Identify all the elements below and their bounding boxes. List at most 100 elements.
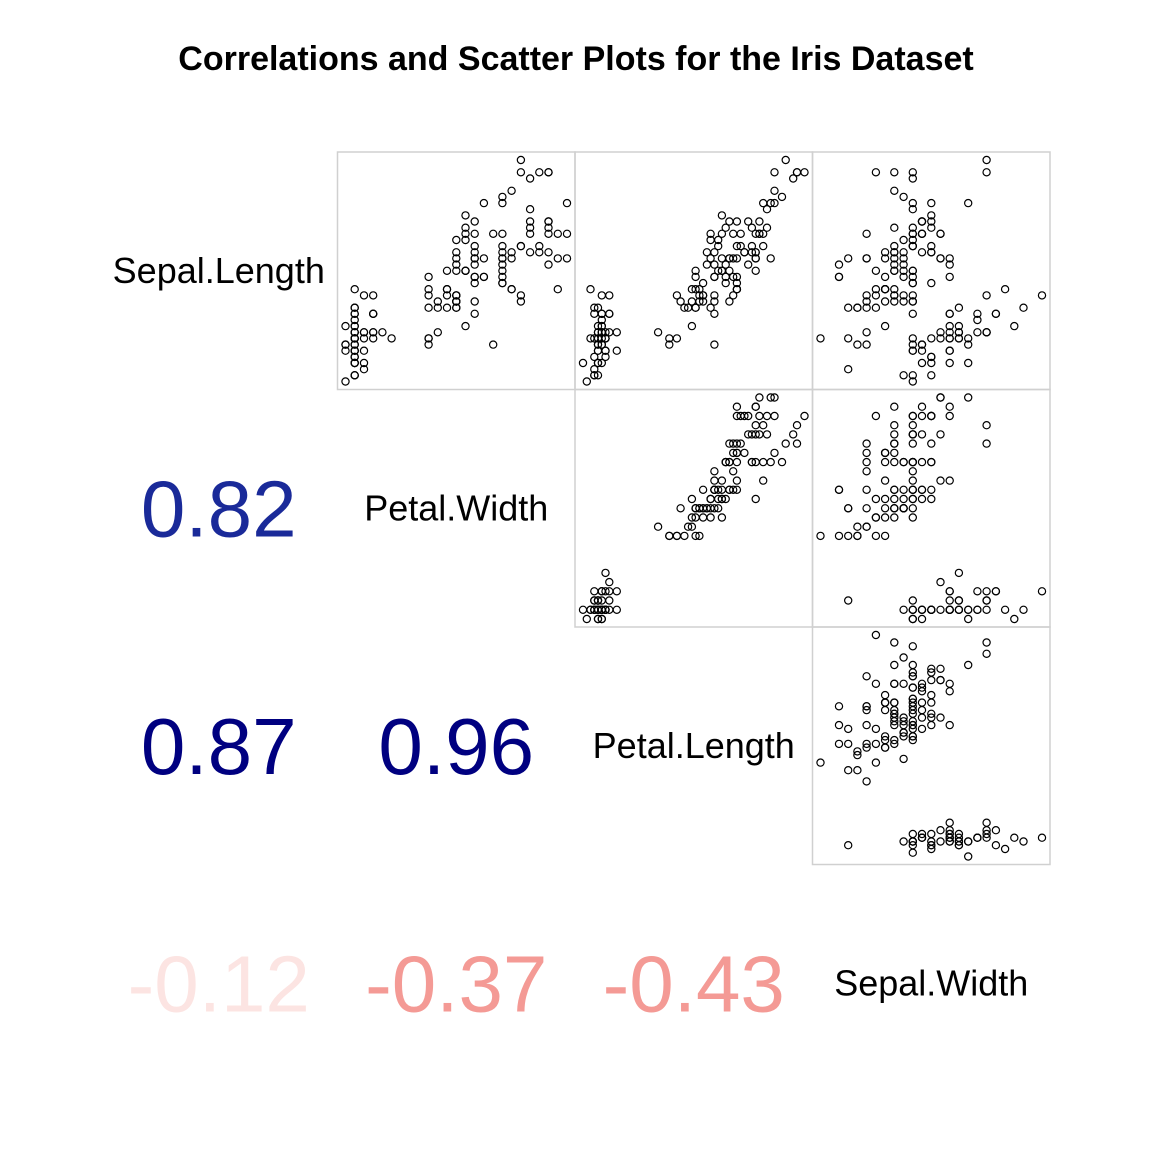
data-point xyxy=(982,596,991,605)
data-point xyxy=(908,720,918,730)
data-point xyxy=(732,402,742,411)
data-point xyxy=(871,285,881,294)
data-point xyxy=(908,346,918,355)
diagonal-label-petal-width: Petal.Width xyxy=(364,487,548,528)
diagonal-label-petal-length: Petal.Length xyxy=(593,725,795,766)
data-point xyxy=(908,168,918,177)
data-point xyxy=(706,254,715,263)
data-point xyxy=(880,285,890,294)
data-point xyxy=(862,672,871,681)
data-point xyxy=(590,303,599,312)
data-point xyxy=(871,291,881,300)
data-point xyxy=(871,758,881,767)
data-point xyxy=(1019,605,1028,615)
data-point xyxy=(593,334,603,343)
data-point xyxy=(945,837,954,846)
data-point xyxy=(605,291,614,300)
data-point xyxy=(862,720,871,730)
data-point xyxy=(442,266,452,275)
data-point xyxy=(945,309,954,318)
data-point xyxy=(777,457,787,467)
data-point xyxy=(721,223,730,232)
data-point xyxy=(917,229,927,238)
data-point xyxy=(695,291,704,300)
data-point xyxy=(890,241,899,251)
data-point xyxy=(452,248,461,257)
data-point xyxy=(954,829,964,839)
data-point xyxy=(687,513,697,522)
data-point xyxy=(871,303,881,312)
data-point xyxy=(899,653,908,662)
data-point xyxy=(691,531,700,541)
data-point xyxy=(908,198,918,208)
data-point xyxy=(880,531,890,541)
data-point xyxy=(687,522,697,531)
data-point xyxy=(890,513,899,522)
data-point xyxy=(871,411,881,421)
data-point xyxy=(862,328,871,337)
data-point xyxy=(862,254,871,263)
data-point xyxy=(945,818,954,827)
data-point xyxy=(461,229,470,238)
data-point xyxy=(908,614,918,624)
data-point xyxy=(844,334,853,343)
data-point xyxy=(871,494,881,504)
data-point xyxy=(695,297,704,306)
data-point xyxy=(862,777,871,786)
data-point xyxy=(890,448,899,458)
data-point xyxy=(732,278,742,288)
data-point xyxy=(899,679,908,689)
data-point xyxy=(665,340,674,349)
data-point xyxy=(908,467,918,476)
data-point xyxy=(945,358,954,368)
data-point xyxy=(498,272,507,282)
data-point xyxy=(710,476,719,485)
data-point xyxy=(973,328,982,337)
data-point xyxy=(908,698,918,707)
data-point xyxy=(880,254,890,263)
data-point xyxy=(424,334,433,343)
data-point xyxy=(908,235,918,245)
data-point xyxy=(834,702,844,711)
data-point xyxy=(927,485,936,494)
chart-title: Correlations and Scatter Plots for the I… xyxy=(178,40,973,78)
data-point xyxy=(927,241,936,251)
data-point xyxy=(880,504,890,513)
data-point xyxy=(759,476,768,485)
data-point xyxy=(880,272,890,282)
data-point xyxy=(890,430,899,439)
scatter-panel-petal-width-vs-sepal-width xyxy=(811,388,1051,628)
data-point xyxy=(945,334,954,343)
data-point xyxy=(954,568,964,578)
data-point xyxy=(732,217,742,226)
data-point xyxy=(717,513,727,522)
data-point xyxy=(991,587,1001,596)
data-point xyxy=(890,266,899,275)
data-point xyxy=(736,241,745,251)
data-point xyxy=(1000,605,1010,615)
data-point xyxy=(695,531,704,541)
data-point xyxy=(341,321,350,331)
data-point xyxy=(442,303,452,312)
data-point xyxy=(672,291,682,300)
data-point xyxy=(452,254,461,263)
data-point xyxy=(714,485,723,494)
data-point xyxy=(586,285,595,294)
data-point xyxy=(834,272,844,282)
data-point xyxy=(725,439,734,448)
data-point xyxy=(766,254,775,263)
data-point xyxy=(890,248,899,257)
data-point xyxy=(862,303,871,312)
data-point xyxy=(908,476,918,485)
data-point xyxy=(498,266,507,275)
data-point xyxy=(908,174,918,183)
data-point xyxy=(369,328,378,337)
data-point xyxy=(706,229,715,238)
data-point xyxy=(562,254,572,263)
data-point xyxy=(982,649,991,659)
data-point xyxy=(936,675,945,685)
data-point xyxy=(927,690,936,700)
data-point xyxy=(936,229,945,238)
data-point xyxy=(744,260,753,269)
data-point xyxy=(369,291,378,300)
